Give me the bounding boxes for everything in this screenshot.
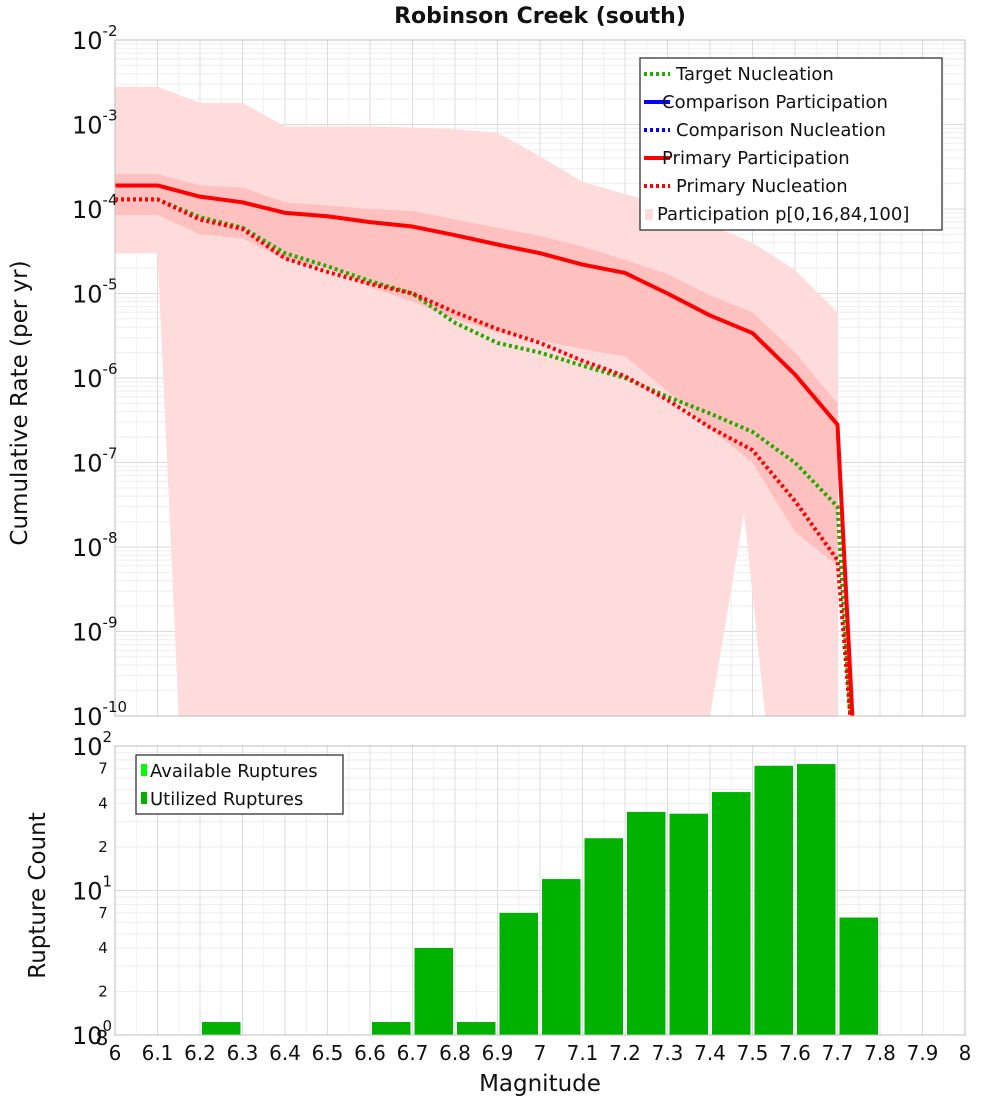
x-tick-label: 6.8 — [439, 1041, 471, 1065]
y-tick-label: 10-2 — [72, 22, 118, 55]
legend: Available Ruptures Utilized Ruptures — [135, 754, 344, 815]
x-tick-label: 8 — [959, 1041, 972, 1065]
x-tick-label: 6.9 — [482, 1041, 514, 1065]
y-tick-label: 10-4 — [72, 191, 118, 224]
y-tick-labels: 10-2 10-3 10-4 10-5 10-6 10-7 10-8 10-9 10-10 — [72, 22, 127, 731]
bar — [414, 948, 453, 1035]
series-line-primary-participation — [115, 183, 855, 717]
x-tick-label: 7 — [534, 1041, 547, 1065]
y-minor-tick-label: 2 — [98, 983, 108, 1001]
legend-label: Comparison Nucleation — [676, 120, 886, 141]
legend-label: Utilized Ruptures — [150, 789, 303, 810]
x-tick-label: 7.1 — [567, 1041, 599, 1065]
legend-label: Participation p[0,16,84,100] — [657, 204, 909, 225]
bar — [839, 917, 878, 1035]
y-corner-label: 8 — [96, 1026, 109, 1050]
legend-swatch — [141, 764, 147, 776]
y-tick-label: 10-8 — [72, 529, 118, 562]
y-minor-tick-label: 7 — [98, 759, 108, 777]
x-tick-label: 7.2 — [609, 1041, 641, 1065]
x-tick-labels: 6 6.1 6.2 6.3 6.4 6.5 6.6 6.7 6.8 6.9 7 7.1 7.2 7.3 7.… — [109, 1041, 972, 1065]
legend-box — [639, 57, 943, 231]
legend-label: Primary Participation — [662, 148, 850, 169]
legend-label: Available Ruptures — [150, 761, 318, 782]
chart-title: Robinson Creek (south) — [394, 4, 686, 29]
x-tick-label: 7.4 — [694, 1041, 726, 1065]
x-tick-label: 6.6 — [354, 1041, 386, 1065]
y-tick-label: 102 — [72, 728, 112, 761]
legend-swatch — [141, 792, 147, 804]
x-tick-label: 6.2 — [184, 1041, 216, 1065]
y-tick-label: 10-7 — [72, 445, 118, 478]
y-tick-label: 10-6 — [72, 360, 118, 393]
y-tick-label: 101 — [72, 873, 112, 906]
series-line-primary-nucleation — [115, 197, 853, 717]
legend-label: Target Nucleation — [675, 64, 834, 85]
y-axis-label: Rupture Count — [25, 812, 51, 978]
bar — [542, 879, 581, 1035]
plot-frame — [114, 745, 966, 1036]
bar — [754, 765, 793, 1035]
legend: Target Nucleation Comparison Participatio… — [639, 57, 943, 231]
bar — [202, 1022, 241, 1035]
bar — [457, 1022, 496, 1035]
x-tick-label: 7.3 — [652, 1041, 684, 1065]
y-minor-tick-label: 2 — [98, 838, 108, 856]
bar — [797, 764, 836, 1035]
x-tick-label: 6.1 — [142, 1041, 174, 1065]
x-tick-label: 7.6 — [779, 1041, 811, 1065]
participation-band-inner — [115, 173, 838, 566]
bar — [669, 813, 708, 1035]
legend-box — [135, 754, 344, 815]
x-tick-label: 7.8 — [864, 1041, 896, 1065]
bar — [584, 838, 623, 1035]
bar — [627, 811, 666, 1035]
y-tick-label: 10-3 — [72, 107, 118, 140]
bar — [712, 792, 751, 1035]
x-tick-label: 7.7 — [822, 1041, 854, 1065]
y-minor-tick-label: 4 — [98, 795, 108, 813]
bar — [372, 1022, 411, 1035]
series-lines — [115, 183, 855, 717]
y-tick-label: 10-5 — [72, 276, 118, 309]
x-axis-label: Magnitude — [479, 1071, 601, 1097]
x-tick-label: 6 — [109, 1041, 122, 1065]
bar — [499, 912, 538, 1035]
y-tick-label: 100 — [72, 1017, 112, 1050]
legend-label: Comparison Participation — [662, 92, 888, 113]
y-tick-labels: 102 101 100 7 4 2 7 4 2 8 — [72, 728, 112, 1050]
legend-label: Primary Nucleation — [676, 176, 848, 197]
x-tick-label: 6.7 — [397, 1041, 429, 1065]
plot-frame — [114, 39, 966, 717]
legend-swatch — [645, 209, 653, 220]
x-tick-label: 6.3 — [227, 1041, 259, 1065]
y-minor-tick-label: 4 — [98, 939, 108, 957]
rate-plot: 10-2 10-3 10-4 10-5 10-6 10-7 10-8 10-9 10-10 Rob… — [7, 4, 966, 731]
y-axis-label: Cumulative Rate (per yr) — [7, 260, 33, 545]
bars — [202, 764, 878, 1035]
x-tick-label: 7.9 — [907, 1041, 939, 1065]
x-tick-label: 6.5 — [312, 1041, 344, 1065]
y-tick-label: 10-10 — [72, 698, 127, 731]
x-tick-label: 7.5 — [737, 1041, 769, 1065]
x-tick-label: 6.4 — [269, 1041, 301, 1065]
y-tick-label: 10-9 — [72, 614, 118, 647]
y-minor-tick-label: 7 — [98, 904, 108, 922]
